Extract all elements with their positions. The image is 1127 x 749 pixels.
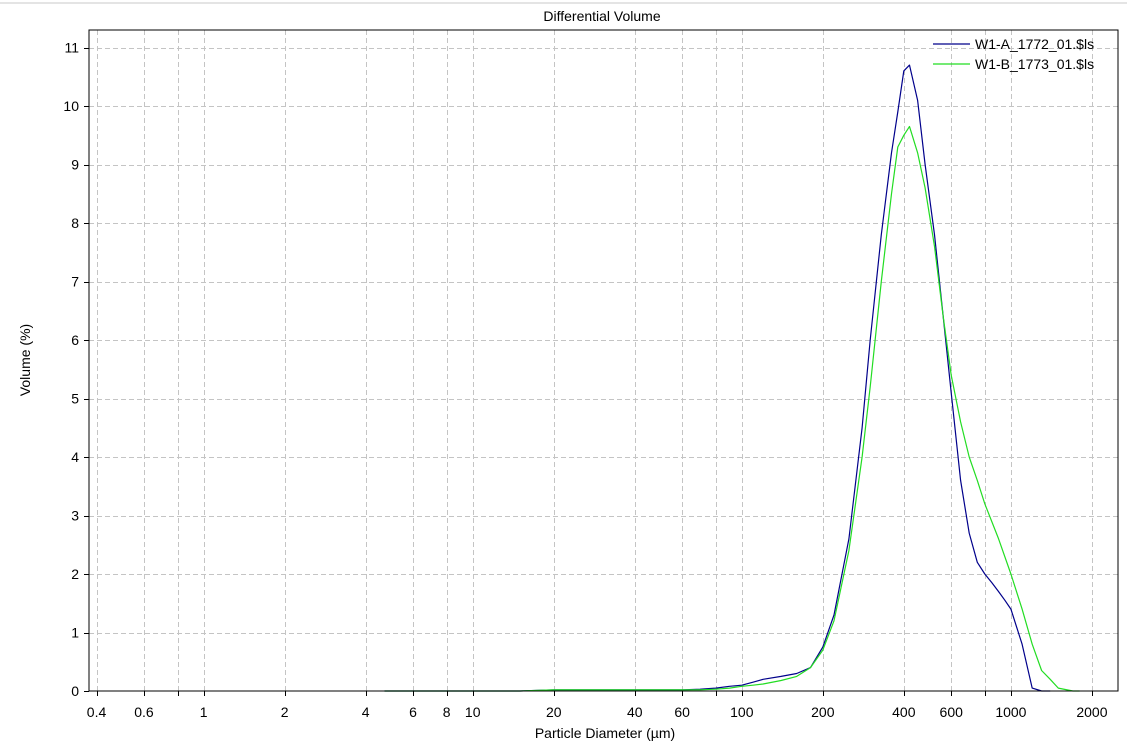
- x-axis-label: Particle Diameter (µm): [535, 725, 675, 741]
- x-tick-label: 1: [200, 704, 208, 720]
- y-tick-label: 1: [71, 625, 79, 641]
- x-tick-label: 100: [730, 704, 754, 720]
- x-tick-label: 2: [281, 704, 289, 720]
- x-tick-label: 10: [465, 704, 481, 720]
- y-tick-label: 6: [71, 332, 79, 348]
- plot-frame: [88, 29, 1119, 692]
- x-tick-label: 40: [627, 704, 643, 720]
- y-tick-label: 8: [71, 215, 79, 231]
- axes: [88, 29, 1119, 692]
- ticks: [84, 48, 1093, 696]
- x-tick-label: 4: [362, 704, 370, 720]
- legend-label: W1-B_1773_01.$ls: [975, 56, 1094, 72]
- y-tick-label: 11: [64, 40, 79, 56]
- x-tick-label: 0.4: [87, 704, 107, 720]
- x-tick-label: 2000: [1076, 704, 1107, 720]
- legend-label: W1-A_1772_01.$ls: [975, 36, 1094, 52]
- y-tick-label: 7: [71, 274, 79, 290]
- legend: W1-A_1772_01.$ls W1-B_1773_01.$ls: [933, 36, 1094, 72]
- y-tick-label: 2: [71, 566, 79, 582]
- chart-title: Differential Volume: [543, 8, 660, 24]
- x-tick-label: 1000: [995, 704, 1026, 720]
- y-tick-label: 0: [71, 683, 79, 699]
- series-lines: [384, 64, 1080, 692]
- y-axis-label: Volume (%): [17, 324, 33, 396]
- x-tick-label: 600: [940, 704, 964, 720]
- y-tick-label: 3: [71, 508, 79, 524]
- y-tick-label: 10: [63, 98, 79, 114]
- x-tick-label: 20: [546, 704, 562, 720]
- y-tick-label: 9: [71, 157, 79, 173]
- x-tick-label: 0.6: [134, 704, 154, 720]
- x-tick-label: 60: [674, 704, 690, 720]
- y-tick-label: 4: [71, 449, 79, 465]
- x-tick-label: 6: [409, 704, 417, 720]
- x-tick-label: 200: [811, 704, 835, 720]
- tick-labels: 0.4 0.6 1 2 4 6 8 10 20 40 60 100 200 400 600 1000 2000 0…: [63, 40, 1107, 720]
- y-tick-label: 5: [71, 391, 79, 407]
- series-line-2: [384, 125, 1080, 692]
- x-tick-label: 400: [892, 704, 916, 720]
- x-tick-label: 8: [443, 704, 451, 720]
